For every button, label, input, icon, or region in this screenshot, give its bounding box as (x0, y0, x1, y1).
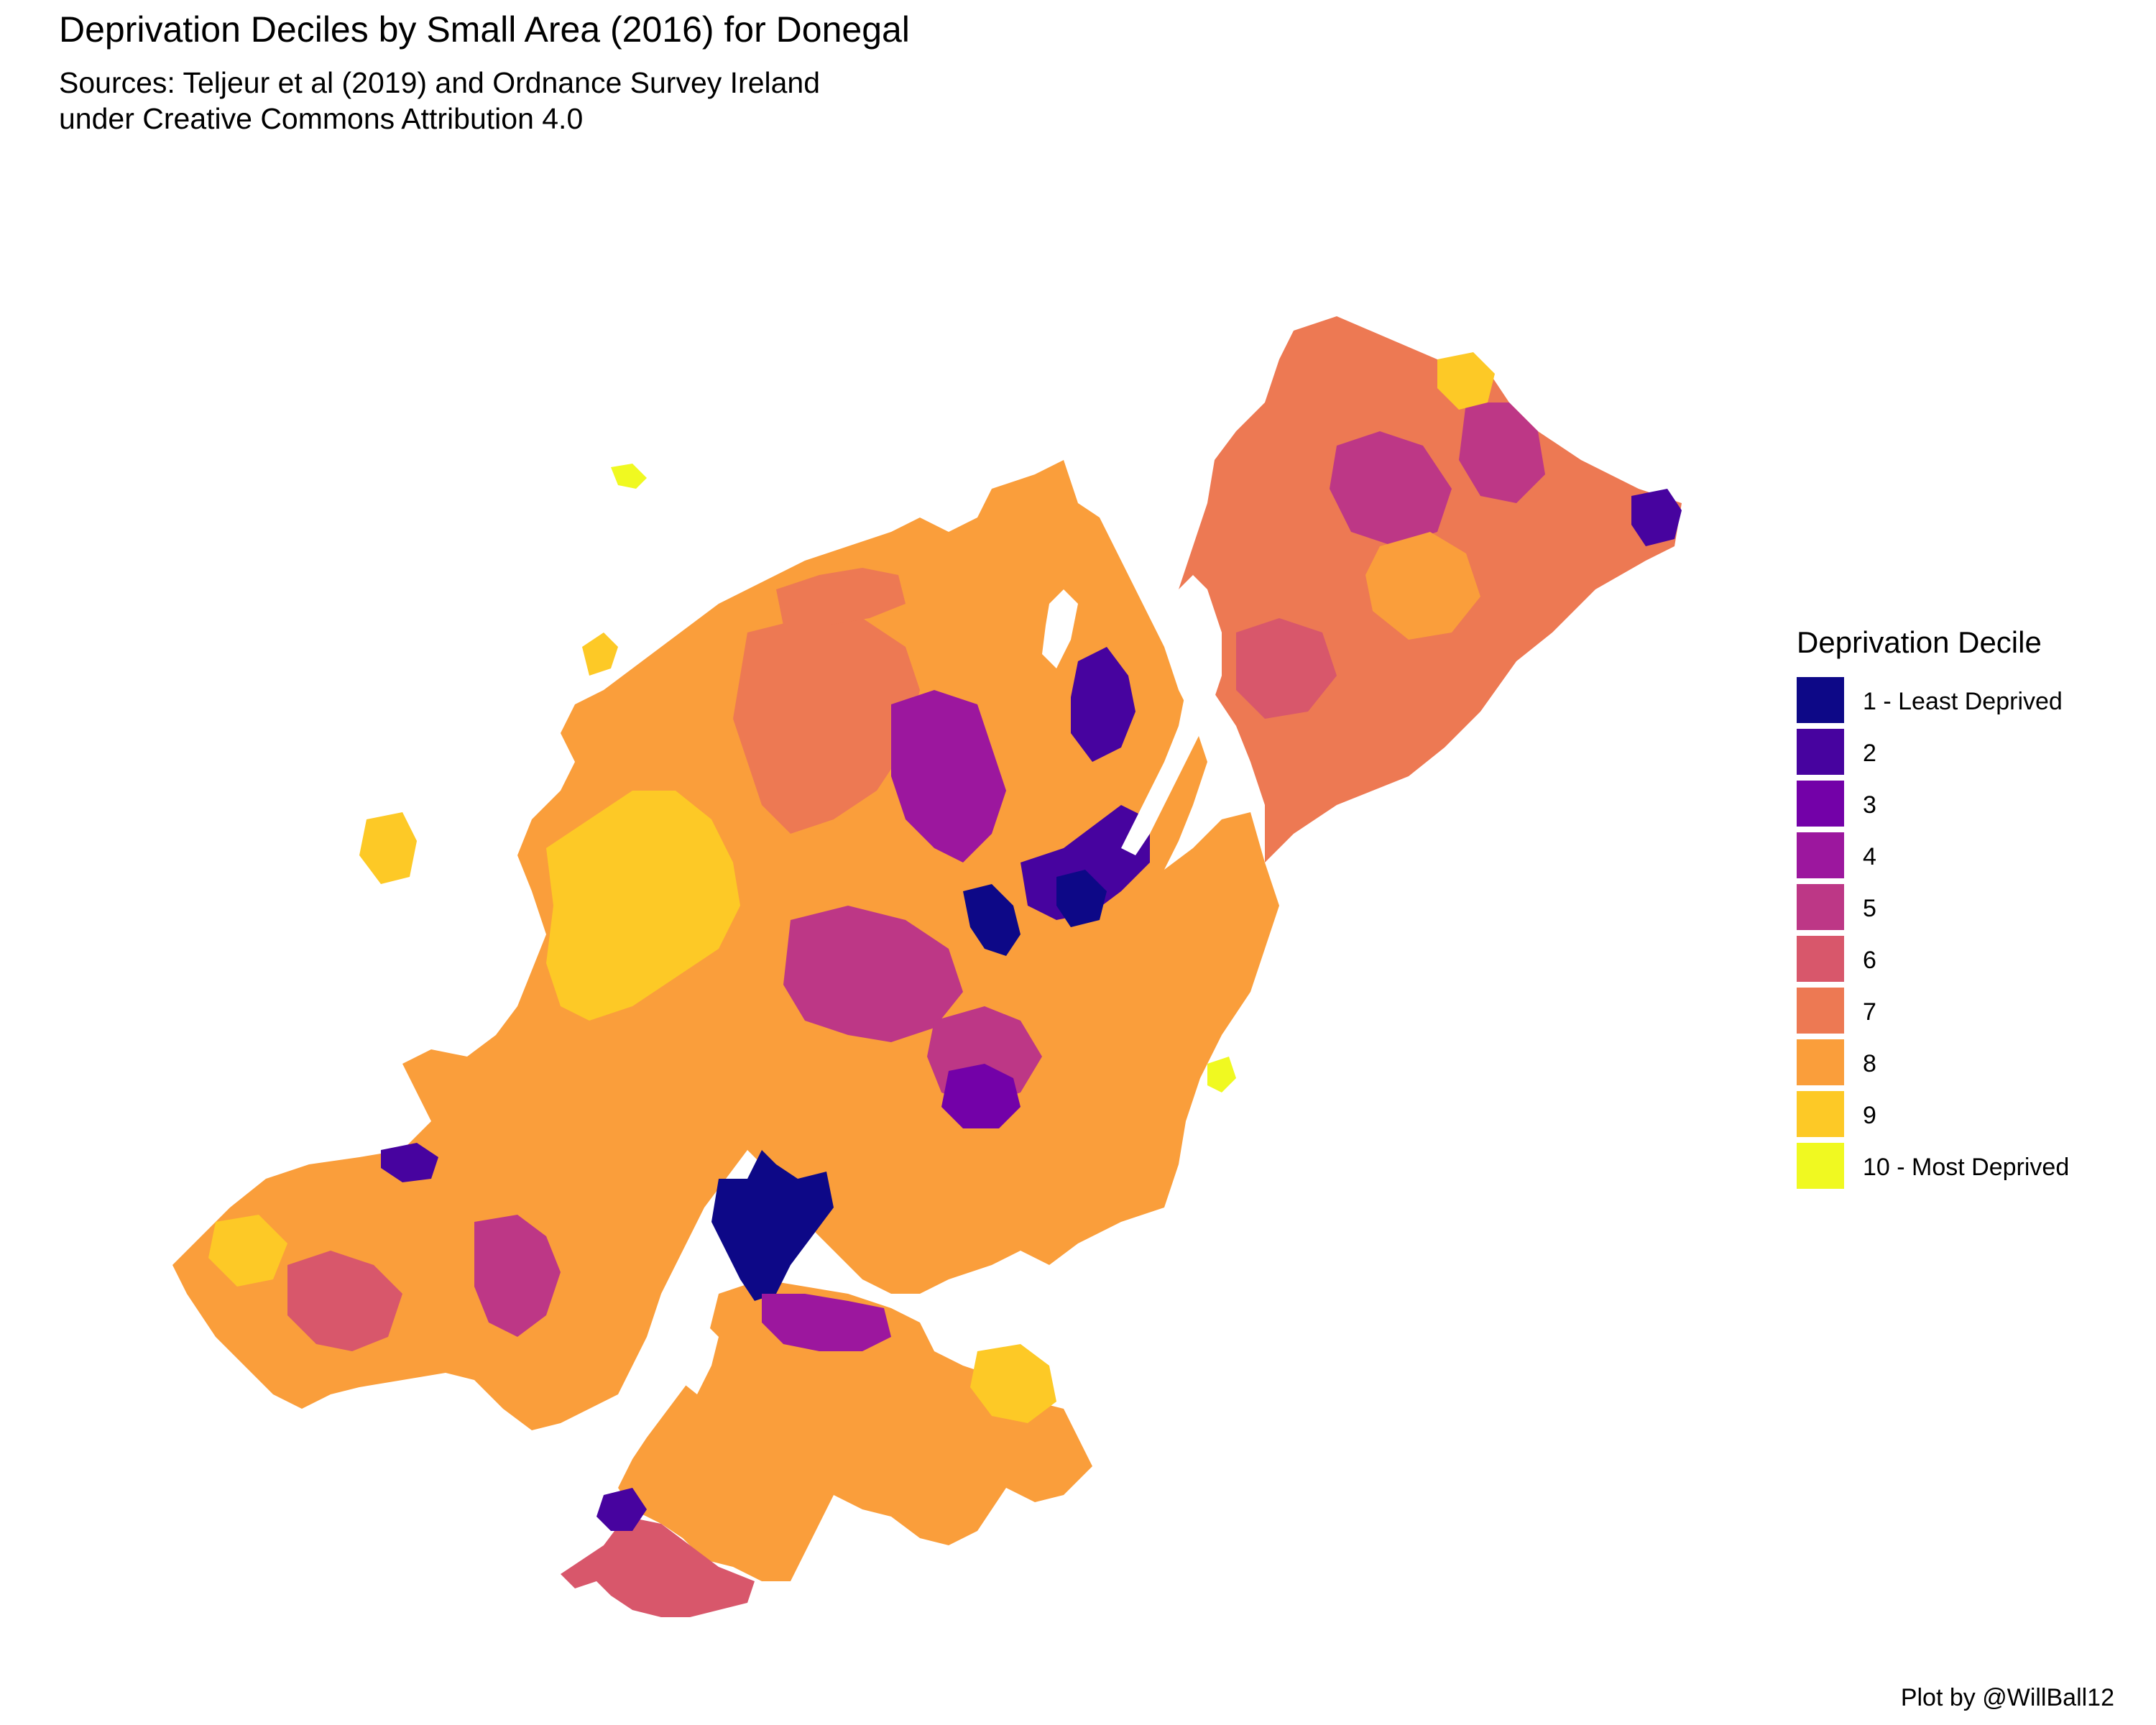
patch-southeast-9 (970, 1344, 1056, 1423)
legend-items: 1 - Least Deprived 2 3 4 5 6 (1797, 676, 2069, 1193)
lough-swilly-water (679, 575, 1222, 1394)
patch-northwest-7 (776, 568, 906, 625)
legend-swatch (1797, 1143, 1844, 1192)
region-main-donegal (172, 460, 1279, 1430)
legend-label: 3 (1863, 791, 1876, 819)
patch-east-10 (1207, 1057, 1236, 1092)
legend-item: 6 (1797, 934, 2069, 986)
legend-item: 3 (1797, 779, 2069, 831)
region-south-tip (561, 1517, 755, 1617)
legend-item: 5 (1797, 883, 2069, 934)
legend-item: 10 - Most Deprived (1797, 1141, 2069, 1193)
legend-swatch (1797, 1091, 1844, 1140)
patch-east-2 (1021, 805, 1150, 920)
patch-letterkenny-1a (963, 884, 1021, 956)
plot-credit: Plot by @WillBall12 (1900, 1684, 2114, 1711)
legend-swatch (1797, 936, 1844, 985)
patch-donegal-town-1 (711, 1150, 834, 1301)
legend: Deprivation Decile 1 - Least Deprived 2 … (1797, 625, 2069, 1193)
legend-label: 8 (1863, 1049, 1876, 1077)
patch-island-north-9 (582, 632, 618, 676)
patch-inishowen-5b (1459, 402, 1545, 503)
patch-letterkenny-1b (1056, 870, 1107, 927)
patch-east-3 (941, 1064, 1021, 1128)
patch-central-7 (733, 618, 920, 834)
legend-label: 4 (1863, 842, 1876, 870)
legend-swatch (1797, 677, 1844, 726)
legend-label: 9 (1863, 1101, 1876, 1129)
subtitle-line-2: under Creative Commons Attribution 4.0 (59, 102, 584, 135)
patch-arranmore-2 (381, 1143, 438, 1182)
patch-inishowen-8 (1365, 532, 1480, 640)
patch-south-4 (762, 1294, 891, 1351)
patch-inishowen-6 (1236, 618, 1337, 719)
patch-central-5 (783, 906, 963, 1042)
legend-item: 2 (1797, 727, 2069, 779)
region-south-donegal (618, 1279, 1092, 1581)
legend-swatch (1797, 884, 1844, 933)
patch-north-island-10 (611, 464, 647, 489)
legend-label: 7 (1863, 998, 1876, 1026)
patch-west-yellow (546, 791, 740, 1021)
map-regions (172, 316, 1682, 1617)
legend-item: 1 - Least Deprived (1797, 676, 2069, 727)
patch-west-9 (208, 1215, 287, 1287)
legend-item: 9 (1797, 1090, 2069, 1141)
legend-swatch (1797, 781, 1844, 829)
legend-item: 4 (1797, 831, 2069, 883)
legend-label: 5 (1863, 894, 1876, 922)
legend-swatch (1797, 832, 1844, 881)
legend-item: 7 (1797, 986, 2069, 1038)
patch-southwest-5 (474, 1215, 561, 1337)
legend-label: 10 - Most Deprived (1863, 1153, 2070, 1181)
legend-label: 2 (1863, 739, 1876, 767)
subtitle-line-1: Sources: Teljeur et al (2019) and Ordnan… (59, 66, 821, 99)
map-title: Deprivation Deciles by Small Area (2016)… (59, 9, 910, 50)
legend-label: 1 - Least Deprived (1863, 687, 2063, 715)
map-subtitle: Sources: Teljeur et al (2019) and Ordnan… (59, 65, 820, 137)
legend-swatch (1797, 1039, 1844, 1088)
legend-item: 8 (1797, 1038, 2069, 1090)
lough-swilly (1121, 575, 1222, 855)
legend-label: 6 (1863, 946, 1876, 974)
patch-east-4 (891, 690, 1006, 862)
patch-island-9 (359, 812, 417, 884)
legend-title: Deprivation Decile (1797, 625, 2042, 659)
patch-southwest-6 (287, 1251, 402, 1351)
donegal-bay (679, 1322, 719, 1394)
patch-inishowen-2 (1631, 489, 1682, 546)
patch-inishowen-5a (1330, 431, 1452, 546)
legend-swatch (1797, 988, 1844, 1036)
mulroy-bay (1042, 589, 1078, 668)
legend-swatch (1797, 729, 1844, 778)
patch-north-2 (1071, 647, 1135, 762)
patch-south-2 (596, 1488, 647, 1531)
patch-inishowen-9 (1437, 352, 1495, 410)
